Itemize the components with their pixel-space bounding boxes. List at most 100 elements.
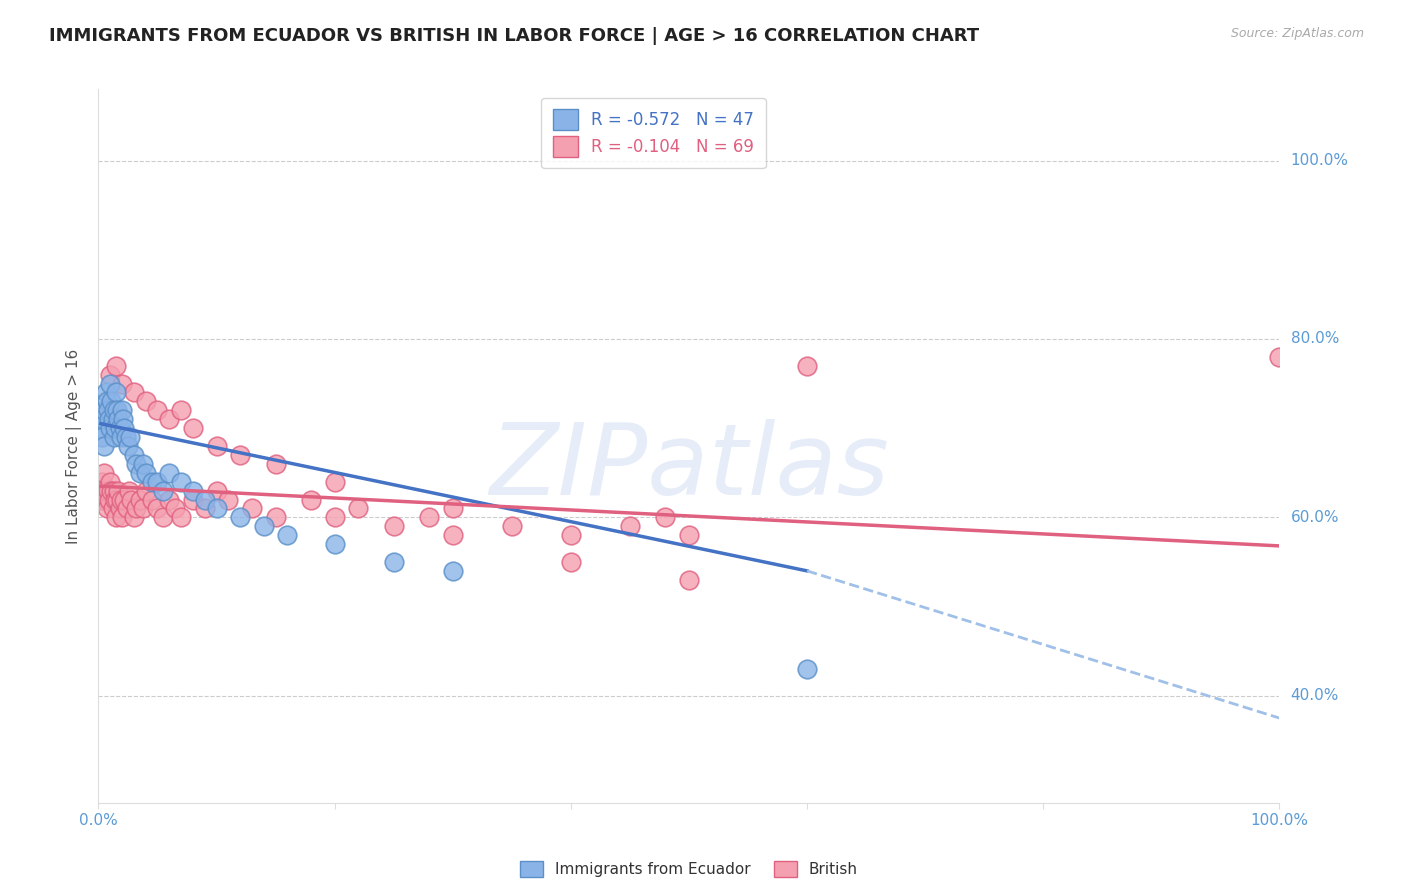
Point: [98, 492, 121, 507]
Point: [152, 483, 174, 498]
Point: [98, 368, 121, 382]
Point: [146, 475, 169, 489]
Point: [111, 403, 134, 417]
Point: [152, 510, 174, 524]
Point: [678, 573, 700, 587]
Point: [157, 466, 180, 480]
Point: [93, 439, 115, 453]
Point: [128, 466, 150, 480]
Point: [253, 519, 276, 533]
Point: [194, 501, 217, 516]
Point: [560, 528, 582, 542]
Point: [117, 439, 139, 453]
Point: [796, 359, 818, 373]
Text: Source: ZipAtlas.com: Source: ZipAtlas.com: [1230, 27, 1364, 40]
Point: [96, 394, 118, 409]
Point: [194, 492, 217, 507]
Point: [112, 492, 135, 507]
Point: [135, 394, 157, 409]
Point: [125, 501, 148, 516]
Point: [107, 483, 129, 498]
Point: [181, 483, 204, 498]
Point: [128, 492, 150, 507]
Point: [90, 492, 112, 507]
Point: [146, 501, 169, 516]
Point: [98, 412, 121, 426]
Point: [101, 412, 124, 426]
Point: [110, 492, 132, 507]
Point: [93, 403, 115, 417]
Point: [105, 492, 128, 507]
Point: [323, 537, 346, 551]
Point: [441, 501, 464, 516]
Point: [90, 421, 112, 435]
Point: [111, 376, 134, 391]
Point: [205, 501, 228, 516]
Point: [91, 483, 114, 498]
Point: [100, 483, 122, 498]
Text: 100.0%: 100.0%: [1291, 153, 1348, 168]
Point: [619, 519, 641, 533]
Point: [1268, 350, 1291, 364]
Text: 80.0%: 80.0%: [1291, 332, 1339, 346]
Point: [347, 501, 370, 516]
Point: [382, 519, 405, 533]
Point: [91, 430, 114, 444]
Point: [112, 421, 135, 435]
Point: [135, 483, 157, 498]
Point: [103, 430, 125, 444]
Point: [382, 555, 405, 569]
Point: [654, 510, 676, 524]
Point: [170, 403, 193, 417]
Point: [441, 564, 464, 578]
Point: [108, 501, 131, 516]
Text: 60.0%: 60.0%: [1291, 510, 1339, 524]
Point: [122, 385, 145, 400]
Point: [108, 421, 131, 435]
Point: [157, 412, 180, 426]
Point: [323, 475, 346, 489]
Text: IMMIGRANTS FROM ECUADOR VS BRITISH IN LABOR FORCE | AGE > 16 CORRELATION CHART: IMMIGRANTS FROM ECUADOR VS BRITISH IN LA…: [49, 27, 980, 45]
Point: [217, 492, 239, 507]
Point: [110, 430, 132, 444]
Point: [205, 439, 228, 453]
Point: [104, 421, 127, 435]
Point: [120, 430, 142, 444]
Point: [135, 466, 157, 480]
Point: [441, 528, 464, 542]
Point: [132, 501, 155, 516]
Point: [105, 359, 128, 373]
Point: [299, 492, 322, 507]
Point: [229, 510, 252, 524]
Point: [264, 457, 287, 471]
Point: [121, 492, 143, 507]
Point: [91, 475, 114, 489]
Point: [101, 501, 124, 516]
Point: [104, 492, 127, 507]
Point: [118, 483, 141, 498]
Point: [115, 501, 138, 516]
Point: [107, 412, 129, 426]
Point: [97, 403, 120, 417]
Point: [91, 412, 114, 426]
Point: [796, 662, 818, 676]
Point: [122, 448, 145, 462]
Point: [96, 501, 118, 516]
Point: [678, 528, 700, 542]
Point: [501, 519, 523, 533]
Point: [165, 501, 187, 516]
Point: [276, 528, 298, 542]
Point: [170, 475, 193, 489]
Point: [103, 483, 125, 498]
Point: [105, 403, 128, 417]
Point: [105, 510, 128, 524]
Point: [100, 394, 122, 409]
Point: [98, 475, 121, 489]
Point: [141, 492, 163, 507]
Point: [181, 421, 204, 435]
Y-axis label: In Labor Force | Age > 16: In Labor Force | Age > 16: [66, 349, 82, 543]
Point: [98, 376, 121, 391]
Legend: Immigrants from Ecuador, British: Immigrants from Ecuador, British: [512, 854, 866, 885]
Point: [418, 510, 440, 524]
Point: [105, 385, 128, 400]
